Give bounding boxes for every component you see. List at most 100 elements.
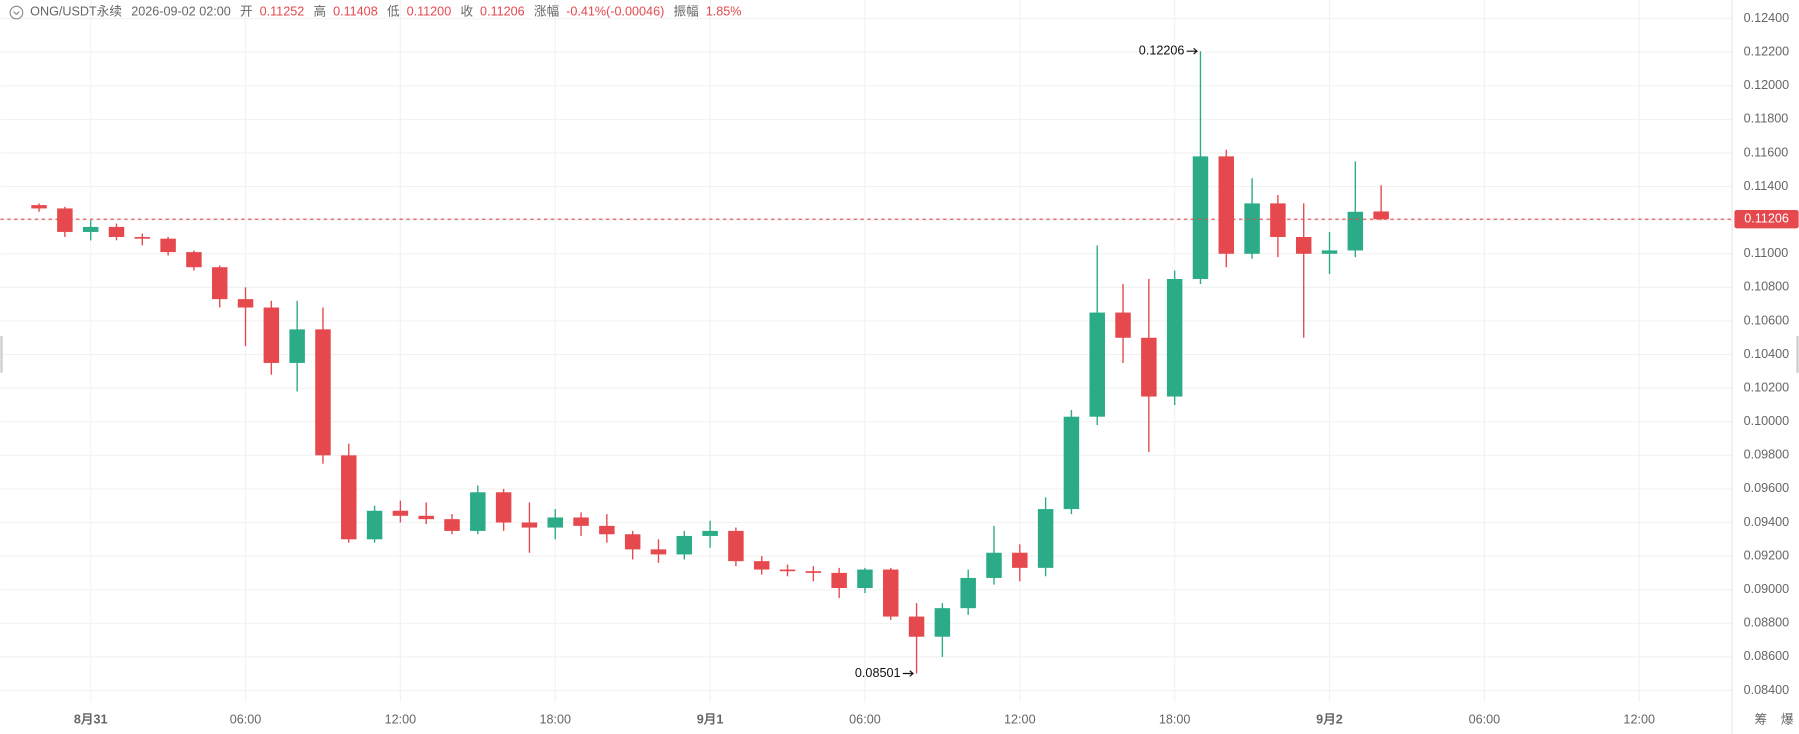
low-value: 0.11200 [407,5,452,19]
y-tick-label: 0.09200 [1744,548,1790,562]
candle-body [418,515,434,520]
y-tick-label: 0.09600 [1744,481,1790,495]
x-tick-label: 8月31 [74,713,108,727]
extreme-arrow [902,670,915,677]
candle-body [1089,312,1105,417]
candle-body [315,329,331,456]
candle-body [57,208,73,232]
change-label: 涨幅 [534,5,559,19]
last-price-box [1734,210,1799,229]
collapse-chevron [13,11,20,16]
candle-body [547,517,563,528]
scroll-handle-right[interactable] [1796,336,1799,373]
y-tick-label: 0.11400 [1744,179,1789,193]
side-icon[interactable]: 筹 [1754,712,1767,727]
candle-body [676,535,693,555]
candle-body [392,510,409,516]
open-label: 开 [240,5,253,19]
extreme-label: 0.08501 [855,666,901,680]
high-value: 0.11408 [333,5,378,19]
candle-body [444,519,460,531]
y-tick-label: 0.12400 [1744,11,1790,25]
candle-body [263,307,280,363]
candle-body [1037,509,1054,568]
y-tick-label: 0.10200 [1744,380,1790,394]
candle-body [1244,203,1260,254]
candle-body [857,569,873,589]
y-tick-label: 0.11000 [1744,246,1789,260]
grid [0,0,1733,702]
close-label: 收 [460,5,473,19]
y-tick-label: 0.08600 [1744,649,1790,663]
extreme-arrow [1186,47,1198,55]
high-label: 高 [314,4,327,19]
x-tick-label: 18:00 [539,713,571,727]
y-tick-label: 0.10600 [1744,313,1790,327]
y-tick-label: 0.09400 [1744,515,1790,529]
candle-body [702,530,718,536]
symbol: ONG/USDT永续 [30,5,122,19]
side-icon[interactable]: 爆 [1781,713,1794,727]
y-tick-label: 0.09800 [1744,448,1790,462]
candle-body [650,549,667,555]
y-tick-label: 0.11600 [1744,145,1789,159]
candle-body [1321,250,1338,254]
x-tick-label: 06:00 [230,713,262,727]
y-tick-label: 0.09000 [1744,582,1790,596]
candle-body [753,561,770,570]
candle-body [521,522,538,528]
candle-body [237,299,254,308]
candle-body [624,534,641,550]
candle-body [1295,236,1312,254]
scroll-handle-left[interactable] [0,336,3,373]
y-tick-label: 0.10400 [1744,347,1790,361]
y-tick-label: 0.12000 [1744,78,1790,92]
candle-body [831,572,847,589]
x-tick-label: 12:00 [385,713,417,727]
candle-body [289,329,305,363]
open-value: 0.11252 [260,5,305,19]
candle-body [82,226,99,232]
candle-body [134,236,151,239]
candle-body [366,510,383,540]
candle-body [934,608,951,637]
candle-body [1141,337,1157,397]
x-tick-label: 06:00 [849,713,881,727]
candle-body [108,226,125,237]
candles [31,51,1389,674]
amplitude-value: 1.85% [706,5,742,19]
y-tick-label: 0.11800 [1744,112,1789,126]
candle-body [341,455,357,540]
y-tick-label: 0.10800 [1744,280,1790,294]
x-tick-label: 9月1 [697,713,724,727]
candle-body [470,492,486,531]
candle-body [728,530,744,562]
candle-body [1115,312,1131,338]
datetime: 2026-09-02 02:00 [131,5,231,19]
candle-body [960,577,976,609]
amplitude-label: 振幅 [674,5,699,19]
candle-body [1166,278,1183,397]
y-tick-label: 0.08400 [1744,683,1790,697]
x-tick-label: 9月2 [1316,713,1343,727]
candle-body [1012,552,1028,568]
x-tick-label: 12:00 [1623,713,1655,727]
x-tick-label: 18:00 [1159,713,1191,727]
candle-body [495,492,512,523]
candle-body [599,525,615,535]
candle-body [186,252,202,268]
candle-body [1218,156,1235,254]
candle-body [986,552,1002,578]
y-tick-label: 0.12200 [1744,45,1790,59]
candle-body [1192,156,1209,279]
candle-body [211,267,228,300]
extreme-label: 0.12206 [1139,44,1185,58]
last-price-label: 0.11206 [1744,212,1789,226]
candle-body [1270,203,1286,237]
collapse-icon[interactable] [9,5,24,20]
candle-body [1063,416,1080,510]
candle-body [883,569,899,617]
candle-body [160,238,176,253]
y-tick-label: 0.10000 [1744,414,1790,428]
y-tick-label: 0.08800 [1744,616,1790,630]
